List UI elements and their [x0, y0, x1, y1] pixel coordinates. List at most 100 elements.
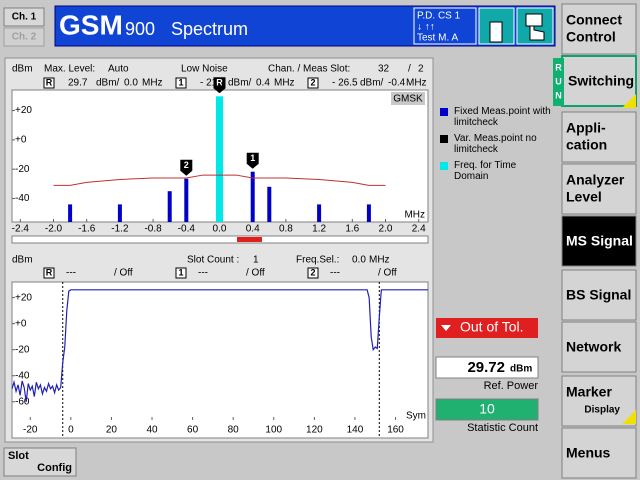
- x-tick-label: -0.8: [144, 224, 162, 235]
- slot-config-button[interactable]: [3, 447, 77, 477]
- x-tick-label: -1.2: [111, 224, 129, 235]
- span-indicator: [237, 237, 262, 242]
- marker-icon: [43, 77, 55, 89]
- legend-entry: Var. Meas.point no limitcheck: [440, 133, 552, 155]
- menu-label: Connect: [566, 12, 622, 28]
- x-tick-label: 1.6: [345, 224, 359, 235]
- hand-shape: [529, 25, 545, 41]
- info: MHz: [369, 255, 390, 266]
- softkey-label: Config: [37, 462, 72, 474]
- menu-label: Analyzer: [566, 172, 625, 188]
- menu-label: MS Signal: [566, 233, 633, 249]
- menu-label: Network: [566, 339, 621, 355]
- marker-flag: [246, 152, 259, 169]
- status-indicator: [436, 318, 538, 338]
- y-tick-label: -60: [15, 396, 30, 407]
- legend-label: Fixed Meas.point with limitcheck: [454, 106, 551, 128]
- menu-corner: [622, 94, 636, 108]
- bar: [366, 204, 371, 222]
- x-tick-label: 140: [347, 425, 364, 436]
- statistic-count-label: Statistic Count: [467, 422, 538, 434]
- x-tick-label: 80: [228, 425, 240, 436]
- marker-unit: MHz: [274, 78, 295, 89]
- marker-state: / Off: [246, 268, 265, 279]
- info: 1: [253, 255, 259, 266]
- legend-swatch: [440, 135, 448, 143]
- marker-icon-label: 2: [310, 77, 315, 87]
- x-tick-label: 2.4: [412, 224, 426, 235]
- x-tick-label: 2.0: [379, 224, 393, 235]
- marker-icon: [307, 77, 319, 89]
- x-tick-label: 0.8: [279, 224, 293, 235]
- info: Auto: [108, 64, 129, 75]
- x-tick-label: 40: [146, 425, 158, 436]
- bar: [167, 191, 172, 222]
- ch2-label: Ch. 2: [12, 32, 37, 43]
- menu-button[interactable]: [561, 111, 637, 163]
- run-letter: R: [555, 62, 562, 72]
- marker-unit: dBm/: [360, 78, 384, 89]
- info: 2: [418, 64, 424, 75]
- menu-button[interactable]: [561, 321, 637, 373]
- menu-button[interactable]: [561, 163, 637, 215]
- bar: [184, 178, 189, 222]
- modulation-box: [391, 92, 425, 105]
- phone-shape: [489, 21, 503, 43]
- x-tick-label: 1.2: [312, 224, 326, 235]
- menu-button[interactable]: [561, 55, 637, 107]
- marker-icon: [175, 267, 187, 279]
- marker-flag: [180, 159, 193, 176]
- down-arrow: [441, 325, 451, 331]
- info: Max. Level:: [44, 64, 95, 75]
- marker-level: - 21.7: [200, 78, 226, 89]
- lower-plot: [11, 281, 429, 439]
- menu-button[interactable]: [561, 269, 637, 321]
- marker-icon-label: 1: [178, 77, 183, 87]
- ch2-button[interactable]: [3, 27, 45, 47]
- x-tick-label: -20: [23, 425, 38, 436]
- run-strip: [553, 58, 564, 106]
- menu-label: Menus: [566, 445, 611, 461]
- y-tick-label: -40: [15, 370, 30, 381]
- bar: [216, 96, 223, 222]
- marker-icon-label: R: [46, 267, 53, 277]
- marker-icon-label: 1: [178, 267, 183, 277]
- hand-shape: [525, 13, 543, 27]
- x-tick-label: 0.0: [213, 224, 227, 235]
- status-line: ↓ ↑↑: [417, 22, 435, 33]
- run-letter: U: [555, 76, 562, 86]
- x-tick-label: -2.4: [12, 224, 30, 235]
- y-tick-label: +0: [15, 135, 27, 146]
- menu-button[interactable]: [561, 427, 637, 479]
- legend-swatch: [440, 108, 448, 116]
- mode: Spectrum: [171, 19, 248, 39]
- menu-label: Level: [566, 189, 602, 205]
- ch1-button[interactable]: [3, 7, 45, 27]
- menu-button[interactable]: [561, 215, 637, 267]
- y-unit: dBm: [12, 255, 33, 266]
- status-line: Test M. A: [417, 33, 458, 44]
- marker-icon: [43, 267, 55, 279]
- x-unit: MHz: [404, 210, 425, 221]
- menu-label: cation: [566, 137, 607, 153]
- marker-flag: [213, 77, 226, 94]
- y-tick-label: -20: [15, 344, 30, 355]
- menu-label: Display: [584, 405, 620, 416]
- marker-level: - 26.5: [332, 78, 358, 89]
- y-tick-label: -40: [15, 193, 30, 204]
- ref-power: 29.72: [467, 359, 505, 376]
- menu-button[interactable]: [561, 375, 637, 427]
- bar: [117, 204, 122, 222]
- y-tick-label: -20: [15, 164, 30, 175]
- ref-power-unit: dBm: [510, 364, 532, 375]
- info: Slot Count :: [187, 255, 239, 266]
- y-tick-label: +0: [15, 318, 27, 329]
- status-box: [413, 7, 477, 45]
- ref-power-box: [435, 356, 539, 379]
- menu-button[interactable]: [561, 3, 637, 55]
- marker-icon: [175, 77, 187, 89]
- legend-entry: Freq. for Time Domain: [440, 160, 552, 182]
- menu-label: Marker: [566, 384, 612, 400]
- y-tick-label: +20: [15, 105, 32, 116]
- marker-level: ---: [198, 268, 208, 279]
